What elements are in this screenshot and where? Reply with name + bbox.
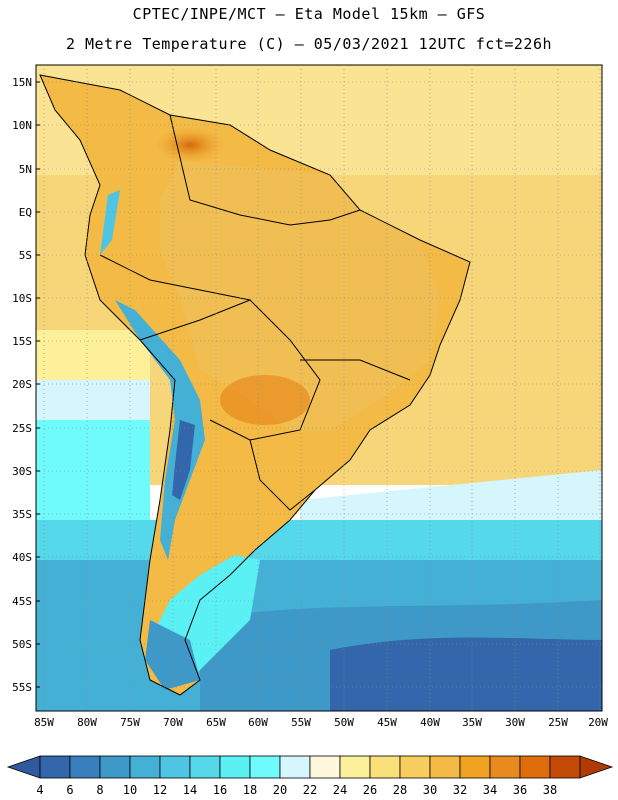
title-line-variable: 2 Metre Temperature (C) – 05/03/2021 12U… bbox=[65, 35, 553, 53]
colorbar-label: 26 bbox=[363, 783, 377, 797]
colorbar-cell bbox=[549, 755, 581, 779]
lon-label-20w: 20W bbox=[588, 716, 608, 729]
colorbar-cell bbox=[189, 755, 221, 779]
colorbar-label: 24 bbox=[333, 783, 347, 797]
colorbar-cell bbox=[519, 755, 551, 779]
lat-label-40s: 40S bbox=[12, 551, 32, 564]
colorbar-label: 10 bbox=[123, 783, 137, 797]
lon-label-45w: 45W bbox=[377, 716, 397, 729]
lat-label-15n: 15N bbox=[12, 76, 32, 89]
colorbar-cell bbox=[99, 755, 131, 779]
lon-label-70w: 70W bbox=[163, 716, 183, 729]
colorbar-cell bbox=[459, 755, 491, 779]
lat-label-55s: 55S bbox=[12, 681, 32, 694]
border-peru bbox=[99, 254, 251, 301]
longitude-labels: 85W 80W 75W 70W 65W 60W 55W 50W 45W 40W … bbox=[34, 716, 608, 729]
colorbar-labels: 4 6 8 10 12 14 16 18 20 22 24 26 28 30 32 34 36 38 bbox=[36, 783, 557, 797]
andes-central bbox=[115, 300, 205, 560]
coastlines bbox=[39, 74, 471, 696]
colorbar-cell bbox=[309, 755, 341, 779]
colorbar-cell bbox=[399, 755, 431, 779]
lon-label-55w: 55W bbox=[291, 716, 311, 729]
lat-label-45s: 45S bbox=[12, 595, 32, 608]
axis-ticks bbox=[36, 81, 40, 688]
colorbar-label: 28 bbox=[393, 783, 407, 797]
colorbar-cells bbox=[39, 755, 581, 779]
lon-label-40w: 40W bbox=[420, 716, 440, 729]
lon-label-60w: 60W bbox=[248, 716, 268, 729]
lat-label-5n: 5N bbox=[19, 163, 32, 176]
lat-label-5s: 5S bbox=[19, 249, 32, 262]
colorbar-cell bbox=[249, 755, 281, 779]
lat-label-20s: 20S bbox=[12, 378, 32, 391]
lat-label-10n: 10N bbox=[12, 119, 32, 132]
colorbar-under-arrow bbox=[6, 755, 41, 779]
colorbar-cell bbox=[489, 755, 521, 779]
title-line-model: CPTEC/INPE/MCT – Eta Model 15km – GFS bbox=[132, 5, 486, 23]
lon-label-30w: 30W bbox=[505, 716, 525, 729]
lat-label-25s: 25S bbox=[12, 422, 32, 435]
colorbar-label: 14 bbox=[183, 783, 197, 797]
lat-label-15s: 15S bbox=[12, 335, 32, 348]
lat-label-30s: 30S bbox=[12, 465, 32, 478]
lon-label-25w: 25W bbox=[548, 716, 568, 729]
colorbar-cell bbox=[219, 755, 251, 779]
andes-high bbox=[172, 420, 195, 500]
field-pacific-cold bbox=[36, 420, 150, 520]
land-fuegia-cold bbox=[145, 620, 200, 690]
lon-label-50w: 50W bbox=[334, 716, 354, 729]
colorbar-label: 12 bbox=[153, 783, 167, 797]
latitude-labels: 15N 10N 5N EQ 5S 10S 15S 20S 25S 30S 35S… bbox=[12, 76, 32, 694]
field-pacific-cool bbox=[36, 380, 150, 420]
colorbar-cell bbox=[279, 755, 311, 779]
colorbar-label: 16 bbox=[213, 783, 227, 797]
lon-label-75w: 75W bbox=[120, 716, 140, 729]
colorbar-label: 38 bbox=[543, 783, 557, 797]
colorbar-label: 22 bbox=[303, 783, 317, 797]
field-polar bbox=[330, 637, 602, 711]
colorbar-label: 18 bbox=[243, 783, 257, 797]
colorbar-label: 32 bbox=[453, 783, 467, 797]
colorbar-label: 34 bbox=[483, 783, 497, 797]
colorbar-cell bbox=[339, 755, 371, 779]
colorbar-cell bbox=[39, 755, 71, 779]
temperature-field bbox=[36, 65, 602, 711]
colorbar-over-arrow bbox=[579, 755, 614, 779]
hot-spot-chaco bbox=[220, 375, 310, 425]
hot-spot-venezuela bbox=[155, 127, 225, 163]
colorbar-cell bbox=[159, 755, 191, 779]
colorbar-label: 8 bbox=[96, 783, 103, 797]
colorbar-cell bbox=[369, 755, 401, 779]
lat-label-eq: EQ bbox=[19, 206, 32, 219]
land-interior bbox=[160, 160, 440, 430]
lon-label-85w: 85W bbox=[34, 716, 54, 729]
border-uruguay bbox=[249, 439, 316, 511]
colorbar-cell bbox=[69, 755, 101, 779]
lon-label-35w: 35W bbox=[462, 716, 482, 729]
colorbar-cell bbox=[129, 755, 161, 779]
andes-north bbox=[100, 190, 120, 255]
lat-label-35s: 35S bbox=[12, 508, 32, 521]
colorbar-label: 6 bbox=[66, 783, 73, 797]
colorbar-label: 36 bbox=[513, 783, 527, 797]
lon-label-65w: 65W bbox=[206, 716, 226, 729]
lat-label-10s: 10S bbox=[12, 292, 32, 305]
colorbar-label: 30 bbox=[423, 783, 437, 797]
colorbar-label: 20 bbox=[273, 783, 287, 797]
colorbar: 4 6 8 10 12 14 16 18 20 22 24 26 28 30 32 34 36 38 bbox=[6, 755, 614, 797]
lon-label-80w: 80W bbox=[77, 716, 97, 729]
colorbar-cell bbox=[429, 755, 461, 779]
border-states bbox=[300, 359, 411, 381]
border-north bbox=[169, 114, 361, 226]
lat-label-50s: 50S bbox=[12, 638, 32, 651]
map-frame bbox=[35, 64, 603, 712]
colorbar-label: 4 bbox=[36, 783, 43, 797]
